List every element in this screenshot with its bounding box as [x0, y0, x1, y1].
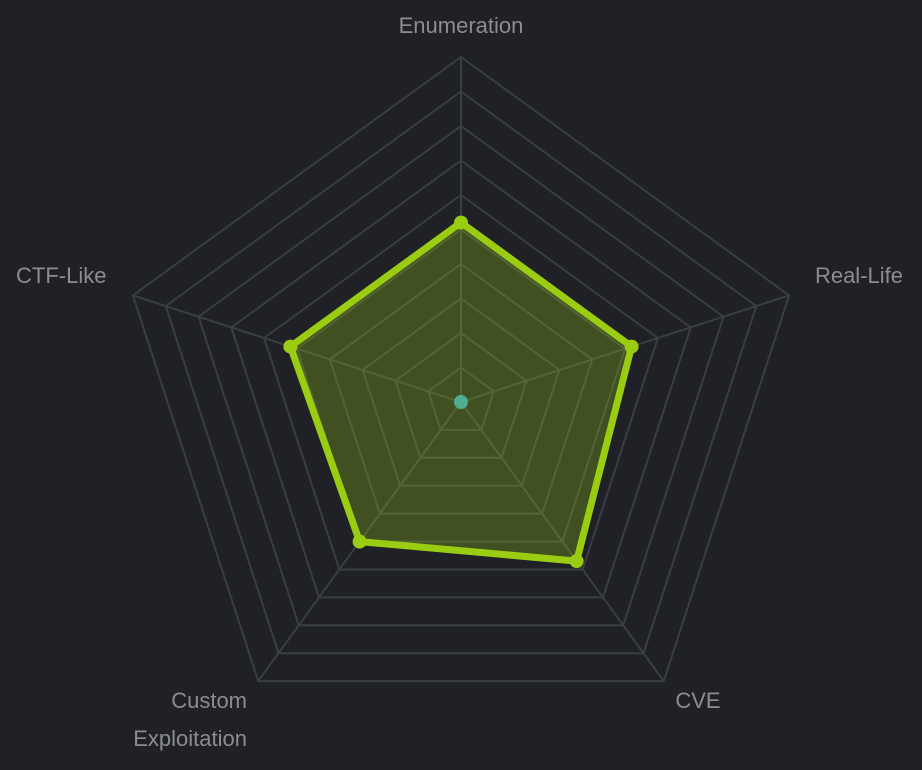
radar-grid [131, 55, 791, 683]
grid-ring-9 [164, 90, 758, 655]
axis-label-cve: CVE [675, 688, 720, 713]
radar-axis-labels: Enumeration Real-Life CVE Custom Exploitatio… [16, 13, 903, 751]
series-area-0 [286, 219, 636, 565]
axis-label-line: CVE [675, 688, 720, 713]
grid-ring-4 [328, 262, 594, 515]
axis-label-custom-exploitation: Custom Exploitation [133, 688, 247, 751]
data-point-enumeration[interactable] [454, 215, 468, 230]
grid-ring-10 [131, 55, 791, 683]
axis-label-line: Real-Life [815, 263, 903, 288]
axis-label-line: CTF-Like [16, 263, 106, 288]
center-point [454, 395, 468, 409]
grid-ring-5 [295, 228, 627, 543]
grid-ring-8 [197, 124, 725, 627]
data-point-cve[interactable] [569, 554, 584, 569]
axis-label-line: Enumeration [399, 13, 524, 38]
data-point-custom-exploitation[interactable] [352, 534, 367, 549]
axis-label-enumeration: Enumeration [399, 13, 524, 38]
data-point-ctf-like[interactable] [283, 339, 298, 354]
axis-label-real-life: Real-Life [815, 263, 903, 288]
grid-ring-1 [427, 366, 495, 431]
grid-ring-7 [230, 159, 692, 599]
axis-label-ctf-like: CTF-Like [16, 263, 106, 288]
data-point-real-life[interactable] [624, 339, 639, 354]
axis-spoke-2 [460, 401, 665, 682]
grid-ring-6 [262, 193, 660, 571]
grid-ring-3 [361, 297, 561, 487]
radar-series [283, 215, 639, 569]
axis-label-line: Exploitation [133, 726, 247, 751]
axis-label-line: Custom [171, 688, 247, 713]
grid-ring-2 [394, 331, 528, 459]
